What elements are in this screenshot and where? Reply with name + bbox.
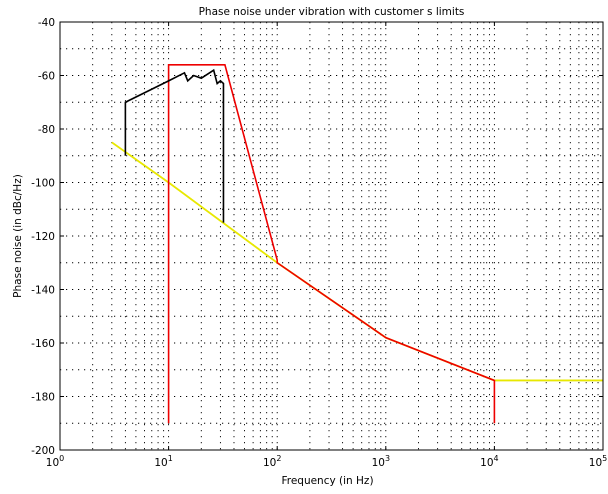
x-tick-label-exponent: 2 <box>276 454 281 463</box>
x-tick-label-base: 10 <box>372 457 385 469</box>
plot-area <box>60 22 603 450</box>
x-tick-label-exponent: 3 <box>385 454 390 463</box>
x-tick-label-base: 10 <box>480 457 493 469</box>
series-line-2 <box>124 68 225 223</box>
x-tick-label: 100 <box>46 454 64 469</box>
y-tick-label: -40 <box>38 17 55 29</box>
x-tick-label: 102 <box>263 454 281 469</box>
y-tick-label: -120 <box>31 231 55 243</box>
x-tick-label-exponent: 4 <box>494 454 499 463</box>
y-tick-label: -200 <box>31 445 55 457</box>
x-tick-label: 105 <box>589 454 607 469</box>
y-tick-label: -60 <box>38 71 55 83</box>
x-tick-label-base: 10 <box>589 457 602 469</box>
x-tick-label: 104 <box>480 454 498 469</box>
y-tick-label: -180 <box>31 392 55 404</box>
x-axis-label: Frequency (in Hz) <box>281 475 373 487</box>
x-tick-label-exponent: 0 <box>59 454 64 463</box>
y-tick-label: -140 <box>31 285 55 297</box>
x-tick-label-base: 10 <box>263 457 276 469</box>
x-tick-label: 103 <box>372 454 390 469</box>
y-axis-label: Phase noise (in dBc/Hz) <box>12 174 24 298</box>
y-tick-label: -80 <box>38 124 55 136</box>
grid <box>60 22 603 450</box>
x-tick-label-base: 10 <box>46 457 59 469</box>
series-line-1 <box>167 64 496 424</box>
x-tick-label: 101 <box>154 454 172 469</box>
y-tick-label: -160 <box>31 338 55 350</box>
y-tick-label: -100 <box>31 178 55 190</box>
x-tick-label-base: 10 <box>154 457 167 469</box>
x-tick-label-exponent: 1 <box>168 454 173 463</box>
x-tick-label-exponent: 5 <box>602 454 607 463</box>
chart-title: Phase noise under vibration with custome… <box>199 6 465 18</box>
